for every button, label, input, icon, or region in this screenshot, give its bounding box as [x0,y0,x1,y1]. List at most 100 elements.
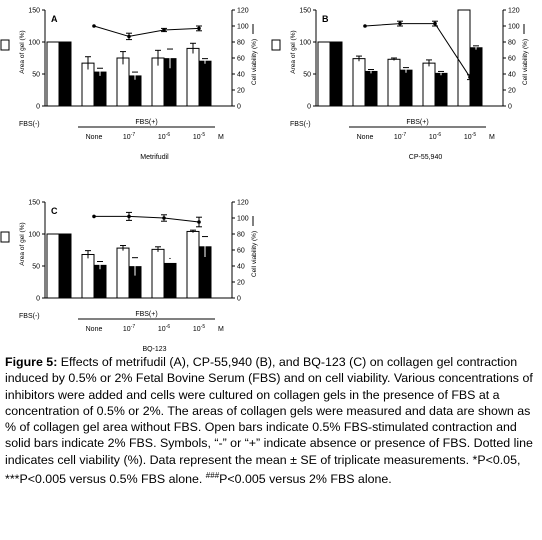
left-tick-label: 150 [28,200,40,207]
right-tick-label: 60 [237,248,245,255]
open-bar-legend-symbol [271,39,281,51]
unit-label: M [218,134,224,141]
right-tick-label: 0 [237,296,241,303]
right-tick-label: 100 [508,24,520,31]
right-tick-label: 120 [508,8,520,15]
category-label: 10-6 [429,132,441,141]
category-exponent: -6 [437,132,442,138]
bar-2-fbs [364,70,378,107]
category-label: 10-7 [123,132,135,141]
category-label: 10-5 [193,132,205,141]
category-label: None [86,134,103,141]
bar-fbs-minus-05 [46,41,60,107]
fbs-plus-label: FBS(+) [135,311,157,318]
right-tick-label: 0 [508,104,512,111]
panel-a: 0 50 100 150 0 20 40 60 80 100 120 A Area of gel (%)… [0,8,258,161]
bar-fbs-minus-2 [58,41,72,107]
category-exponent: -7 [131,132,136,138]
bar-fbs-minus-2 [58,233,72,299]
bar-fbs-minus-05 [317,41,331,107]
drug-name-label: CP-55,940 [409,154,443,161]
panel-letter: A [51,14,58,24]
figure-canvas: 0 50 100 150 0 20 40 60 80 100 120 A Area of gel (%)… [0,8,529,352]
viability-point [363,24,367,28]
category-label: 10-6 [158,132,170,141]
bar-2-fbs [93,71,107,107]
category-exponent: -6 [166,324,171,330]
panel-letter: B [322,14,329,24]
category-exponent: -5 [472,132,477,138]
bar-05-fbs [186,230,200,299]
left-tick-label: 0 [307,104,311,111]
category-label: 10-6 [158,324,170,333]
open-bar-legend-symbol [0,231,10,243]
bar-2-fbs [198,60,212,107]
right-tick-label: 40 [508,72,516,79]
left-tick-label: 50 [303,72,311,79]
bar-2-fbs [93,264,107,299]
right-tick-label: 120 [237,8,249,15]
category-label: 10-7 [123,324,135,333]
category-label: None [86,326,103,333]
bar-2-fbs [399,69,413,107]
panel-c: 0 50 100 150 0 20 40 60 80 100 120 C Area of gel (%)… [0,200,258,352]
fbs-plus-label: FBS(+) [406,119,428,126]
y-axis-label-right: Cell viability (%) [251,39,258,85]
right-tick-label: 100 [237,216,249,223]
left-tick-label: 100 [299,40,311,47]
viability-point [92,214,96,219]
left-tick-label: 100 [28,232,40,239]
right-tick-label: 20 [237,88,245,95]
bar-2-fbs [163,262,177,299]
bar-fbs-minus-2 [329,41,343,107]
bar-05-fbs [186,47,200,107]
significance-annotation: - [169,253,172,262]
right-tick-label: 40 [237,264,245,271]
caption-label: Figure 5: [5,355,58,369]
drug-name-label: Metrifudil [140,154,169,161]
bar-2-fbs [434,72,448,107]
right-tick-label: 0 [237,104,241,111]
left-tick-label: 0 [36,104,40,111]
right-tick-label: 20 [508,88,516,95]
caption-hash-text: P<0.005 versus 2% FBS alone. [219,472,392,487]
bar-05-fbs [81,253,95,299]
right-tick-label: 40 [237,72,245,79]
y-axis-label-left: Area of gel (%) [19,30,26,73]
drug-name-label: BQ-123 [142,346,166,352]
left-tick-label: 150 [299,8,311,15]
left-tick-label: 50 [32,72,40,79]
right-tick-label: 20 [237,280,245,287]
viability-line [94,215,200,223]
caption-text: Effects of metrifudil (A), CP-55,940 (B)… [5,355,533,487]
category-exponent: -5 [201,324,206,330]
y-axis-label-left: Area of gel (%) [19,222,26,265]
category-label: 10-5 [464,132,476,141]
viability-line [93,25,200,37]
fbs-minus-label: FBS(-) [19,313,40,320]
left-tick-label: 150 [28,8,40,15]
category-label: 10-7 [394,132,406,141]
right-tick-label: 60 [508,56,516,63]
right-tick-label: 60 [237,56,245,63]
fbs-plus-label: FBS(+) [135,119,157,126]
category-label: 10-5 [193,324,205,333]
open-bar-legend-symbol [0,39,10,51]
right-tick-label: 80 [237,40,245,47]
unit-label: M [218,326,224,333]
right-tick-label: 100 [237,24,249,31]
category-exponent: -7 [402,132,407,138]
figure-caption: Figure 5: Effects of metrifudil (A), CP-… [5,354,539,487]
category-exponent: -6 [166,132,171,138]
bar-05-fbs [387,58,401,107]
right-tick-label: 120 [237,200,249,207]
bar-05-fbs [116,57,130,107]
viability-point [92,24,96,28]
bar-2-fbs [469,47,483,107]
y-axis-label-left: Area of gel (%) [290,30,297,73]
caption-hash-symbol: ### [205,471,220,481]
viability-line [364,23,471,78]
fbs-minus-label: FBS(-) [290,121,311,128]
category-label: None [357,134,374,141]
left-tick-label: 100 [28,40,40,47]
